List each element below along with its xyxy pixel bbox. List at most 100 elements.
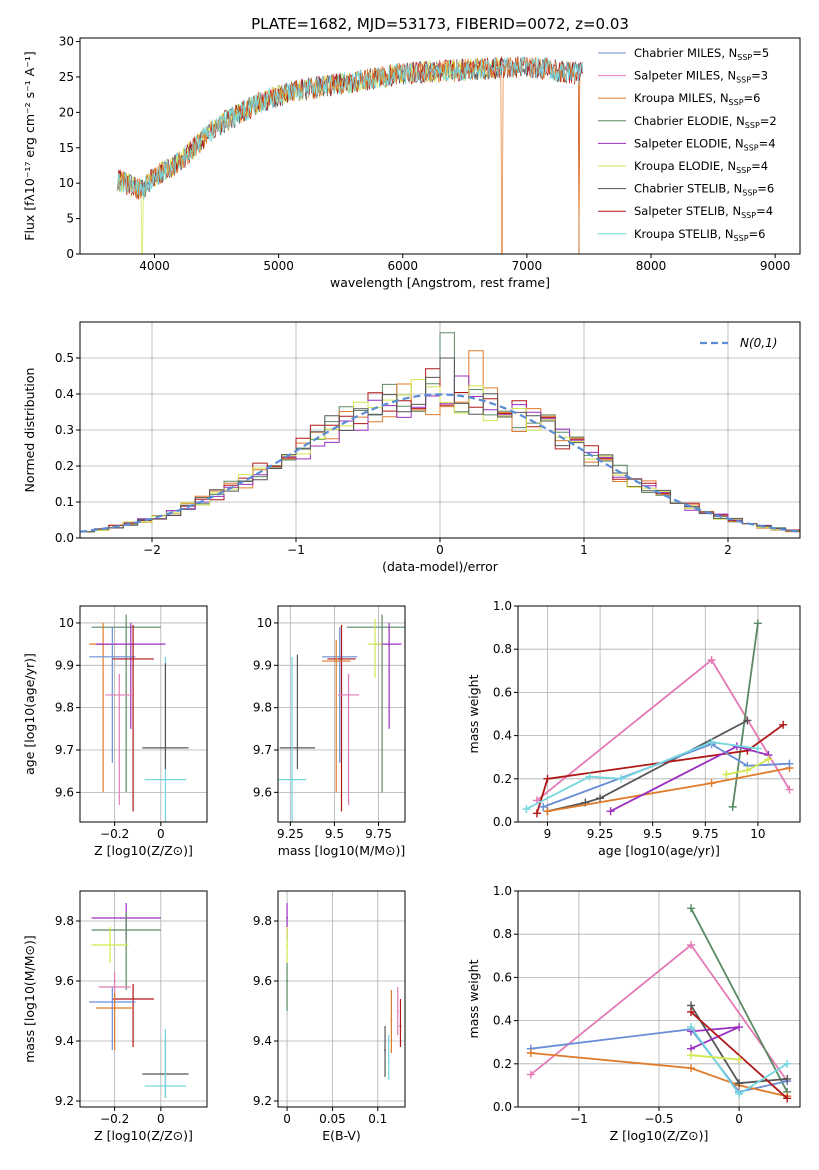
- y-tick-label: 10: [59, 176, 74, 190]
- weight-marker: [707, 656, 716, 664]
- panel-weight_vs_age: 9 9.25 9.5 9.75 10 0.0 0.2 0.4 0.6 0.8 1.0 age [log…: [466, 599, 801, 858]
- y-tick-label: 0.0: [493, 815, 512, 829]
- y-tick-label: 0.4: [493, 1014, 512, 1028]
- y-tick-label: 0.5: [55, 351, 74, 365]
- y-axis-label: mass weight: [466, 674, 481, 753]
- plot-area-age_vs_mass: [278, 614, 405, 822]
- figure-title: PLATE=1682, MJD=53173, FIBERID=0072, z=0…: [251, 15, 629, 33]
- y-tick-label: 0.4: [493, 729, 512, 743]
- weight-marker: [735, 1090, 744, 1099]
- y-axis-label: Flux [fλ10⁻¹⁷ erg cm⁻² s⁻¹ A⁻¹]: [22, 51, 37, 240]
- plot-area-weight_vs_age: [522, 619, 794, 818]
- y-tick-label: 0.3: [55, 423, 74, 437]
- weight-marker: [722, 770, 731, 779]
- weight-marker: [596, 794, 605, 803]
- x-axis-label: Z [log10(Z/Z⊙)]: [610, 1128, 709, 1143]
- weight-marker: [735, 1023, 744, 1032]
- weight-marker: [522, 805, 531, 814]
- weight-marker: [728, 802, 737, 811]
- axes-frame: [79, 37, 801, 255]
- plot-area-age_vs_Z: [89, 614, 189, 822]
- x-tick-label: 0: [283, 1112, 291, 1126]
- legend-label: Salpeter ELODIE, NSSP=4: [634, 136, 776, 152]
- x-tick-label: 6000: [387, 259, 418, 273]
- legend-label: Kroupa MILES, NSSP=6: [634, 91, 760, 107]
- weight-line: [536, 724, 784, 814]
- panel-spectrum: 4000 5000 6000 7000 8000 9000 0 5 10 15 20 25 30 wave…: [22, 35, 801, 290]
- x-tick-label: 0: [436, 543, 444, 557]
- y-tick-label: 9.6: [55, 974, 74, 988]
- y-tick-label: 15: [59, 141, 74, 155]
- x-axis-label: (data-model)/error: [382, 559, 499, 574]
- y-tick-label: 0.6: [493, 970, 512, 984]
- weight-line: [530, 1052, 788, 1098]
- y-tick-label: 0.1: [55, 495, 74, 509]
- weight-marker: [753, 619, 762, 628]
- y-tick-label: 5: [66, 212, 74, 226]
- y-tick-label: 0.0: [55, 531, 74, 545]
- axes-frame: [79, 605, 208, 823]
- y-tick-label: 9.6: [253, 974, 272, 988]
- x-axis-label: Z [log10(Z/Z⊙)]: [94, 1128, 193, 1143]
- x-tick-label: 5000: [263, 259, 294, 273]
- panel-mass_vs_ebv: 0 0.05 0.1 9.2 9.4 9.6 9.8 E(B-V): [253, 890, 406, 1143]
- weight-line: [547, 719, 748, 813]
- weight-marker: [687, 1023, 696, 1032]
- weight-marker: [687, 1064, 696, 1073]
- panel-weight_vs_Z: −1 −0.5 0 0.0 0.2 0.4 0.6 0.8 1.0 Z [log10(Z/Z⊙)]…: [466, 884, 801, 1143]
- y-tick-label: 9.4: [55, 1034, 74, 1048]
- weight-marker: [779, 720, 788, 729]
- x-axis-label: wavelength [Angstrom, rest frame]: [330, 275, 550, 290]
- x-tick-label: 9.5: [643, 827, 662, 841]
- y-tick-label: 9.8: [253, 701, 272, 715]
- y-tick-label: 0.8: [493, 927, 512, 941]
- weight-line: [731, 623, 759, 808]
- gaussian-curve: [80, 393, 800, 533]
- x-tick-label: 1: [580, 543, 588, 557]
- histogram-step: [80, 357, 800, 533]
- plot-area-mass_vs_Z: [89, 903, 189, 1098]
- panel-mass_vs_Z: −0.2 0 9.2 9.4 9.6 9.8 Z [log10(Z/Z⊙)] mass [lo…: [22, 890, 208, 1143]
- weight-line: [690, 1054, 740, 1061]
- x-tick-label: 9.5: [325, 827, 344, 841]
- weight-marker: [606, 807, 615, 816]
- weight-marker: [585, 772, 594, 781]
- weight-marker: [743, 766, 752, 775]
- legend-label: Kroupa ELODIE, NSSP=4: [634, 159, 768, 175]
- x-tick-label: −1: [287, 543, 305, 557]
- y-axis-label: mass [log10(M/M⊙)]: [22, 935, 37, 1063]
- legend-label: N(0,1): [740, 336, 777, 350]
- x-tick-label: −0.2: [100, 827, 129, 841]
- y-tick-label: 9.8: [55, 914, 74, 928]
- y-tick-label: 25: [59, 70, 74, 84]
- y-tick-label: 1.0: [493, 884, 512, 898]
- legend-label: Kroupa STELIB, NSSP=6: [634, 227, 765, 243]
- y-tick-label: 20: [59, 105, 74, 119]
- weight-marker: [753, 744, 762, 753]
- weight-marker: [707, 779, 716, 788]
- x-tick-label: 9: [544, 827, 552, 841]
- x-tick-label: 8000: [636, 259, 667, 273]
- x-axis-label: Z [log10(Z/Z⊙)]: [94, 843, 193, 858]
- weight-marker: [743, 716, 752, 725]
- x-tick-label: 7000: [512, 259, 543, 273]
- y-tick-label: 0.8: [493, 642, 512, 656]
- y-tick-label: 9.7: [253, 743, 272, 757]
- plot-area-mass_vs_ebv: [286, 903, 402, 1080]
- axes-frame: [277, 890, 406, 1108]
- y-tick-label: 9.8: [55, 701, 74, 715]
- panel-age_vs_mass: 9.25 9.5 9.75 9.6 9.7 9.8 9.9 10 mass [log10(M/M…: [253, 605, 406, 858]
- weight-marker: [735, 1055, 744, 1064]
- weight-line: [690, 907, 788, 1093]
- legend-label: Chabrier MILES, NSSP=5: [634, 46, 769, 62]
- weight-marker: [735, 1079, 744, 1088]
- weight-line: [690, 1011, 788, 1100]
- weight-line: [536, 658, 791, 802]
- y-tick-label: 9.6: [55, 785, 74, 799]
- x-tick-label: −0.5: [644, 1112, 673, 1126]
- weight-marker: [526, 1049, 535, 1057]
- x-axis-label: E(B-V): [322, 1128, 361, 1143]
- x-tick-label: 9.75: [365, 827, 392, 841]
- weight-marker: [617, 774, 626, 783]
- x-tick-label: −1: [570, 1112, 588, 1126]
